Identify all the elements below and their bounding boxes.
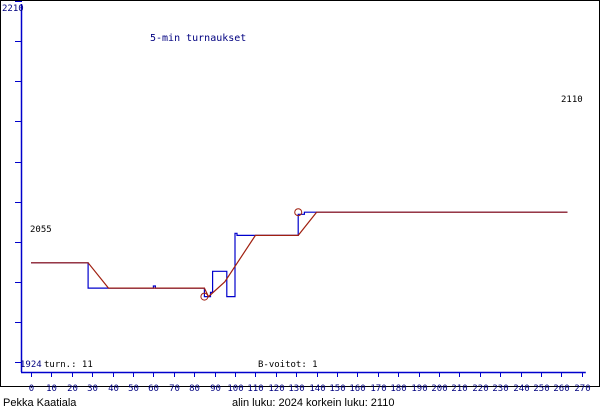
- x-tick-label-80: 80: [189, 384, 200, 394]
- x-tick-label-270: 270: [574, 384, 590, 394]
- rating-stats: alin luku: 2024 korkein luku: 2110: [232, 397, 394, 409]
- games-count-label: turn.: 11: [44, 360, 93, 370]
- x-tick-label-60: 60: [148, 384, 159, 394]
- axes: [20, 4, 586, 374]
- x-tick-label-220: 220: [472, 384, 488, 394]
- x-tick-label-70: 70: [169, 384, 180, 394]
- y-axis-top-label: 2210: [2, 4, 24, 14]
- marker-2: [294, 208, 303, 217]
- marker-1: [200, 292, 209, 301]
- x-tick-label-260: 260: [553, 384, 569, 394]
- x-tick-label-0: 0: [29, 384, 34, 394]
- x-tick-label-40: 40: [108, 384, 119, 394]
- series-lines: [31, 211, 568, 298]
- x-tick-label-230: 230: [492, 384, 508, 394]
- x-tick-label-10: 10: [46, 384, 57, 394]
- x-tick-label-50: 50: [128, 384, 139, 394]
- bonus-wins-label: B-voitot: 1: [258, 360, 318, 370]
- markers: [200, 208, 303, 301]
- x-tick-label-250: 250: [533, 384, 549, 394]
- x-tick-label-90: 90: [210, 384, 221, 394]
- x-tick-label-150: 150: [329, 384, 345, 394]
- end-value-label: 2110: [561, 95, 583, 105]
- x-tick-label-180: 180: [390, 384, 406, 394]
- gridlines: [15, 1, 22, 363]
- x-tick-label-130: 130: [288, 384, 304, 394]
- x-tick-label-190: 190: [411, 384, 427, 394]
- x-tick-label-160: 160: [349, 384, 365, 394]
- start-value-label: 2055: [30, 225, 52, 235]
- x-tick-label-20: 20: [67, 384, 78, 394]
- x-tick-label-170: 170: [370, 384, 386, 394]
- x-tick-label-210: 210: [451, 384, 467, 394]
- y-axis-bottom-label: 1924: [20, 360, 42, 370]
- x-tick-label-140: 140: [309, 384, 325, 394]
- x-tick-label-110: 110: [247, 384, 263, 394]
- x-tick-label-240: 240: [513, 384, 529, 394]
- x-ticks: 0 10 20 30 40 50 60 70 80 90 100 110 120 130 140 150 160…: [29, 372, 591, 394]
- chart-title: 5-min turnaukset: [150, 33, 246, 44]
- series-line-2: [31, 211, 568, 298]
- x-tick-label-30: 30: [87, 384, 98, 394]
- player-name: Pekka Kaatiala: [3, 397, 77, 409]
- x-tick-label-200: 200: [431, 384, 447, 394]
- chart-frame: [0, 0, 600, 387]
- x-tick-label-120: 120: [268, 384, 284, 394]
- x-tick-label-100: 100: [227, 384, 243, 394]
